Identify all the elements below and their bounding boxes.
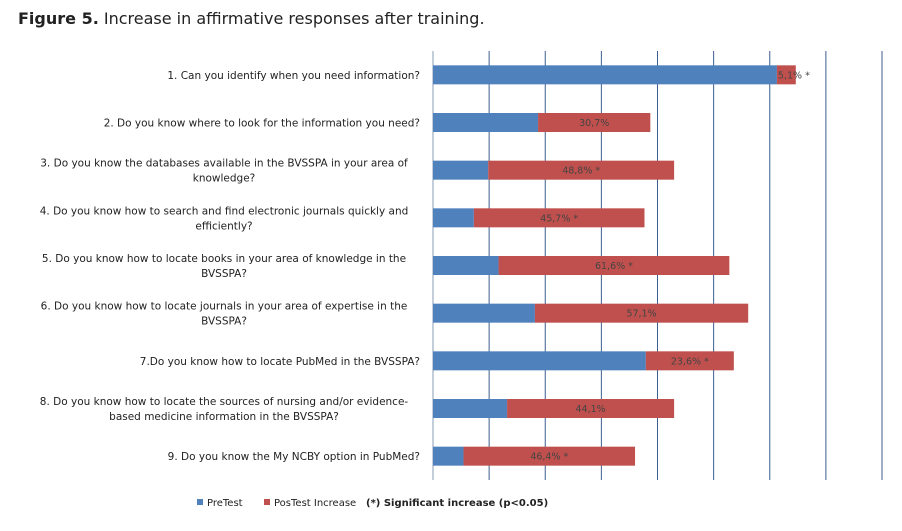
bar-postest-increase xyxy=(463,446,636,466)
bar-pretest xyxy=(433,160,489,180)
figure-caption: Increase in affirmative responses after … xyxy=(103,9,485,28)
category-label: 1. Can you identify when you need inform… xyxy=(167,70,420,82)
bar-pretest xyxy=(433,208,474,228)
category-labels: 1. Can you identify when you need inform… xyxy=(40,70,420,463)
data-label: 45,7% * xyxy=(540,213,578,224)
category-label: BVSSPA? xyxy=(201,316,247,328)
data-label: 46,4% * xyxy=(530,452,568,463)
data-label: 61,6% * xyxy=(595,261,633,272)
bar-postest-increase xyxy=(473,208,645,228)
chart-title: Figure 5. Increase in affirmative respon… xyxy=(18,9,485,28)
bar-postest-increase xyxy=(507,399,675,418)
bar-postest-increase xyxy=(534,303,749,323)
legend-label-postest: PosTest Increase xyxy=(274,498,356,509)
bar-pretest xyxy=(433,399,508,418)
bar-postest-increase xyxy=(645,351,734,371)
category-label: 2. Do you know where to look for the inf… xyxy=(104,118,420,130)
category-label: 5. Do you know how to locate books in yo… xyxy=(42,253,406,265)
bar-pretest xyxy=(433,351,646,371)
category-label: 3. Do you know the databases available i… xyxy=(40,158,408,170)
bar-postest-increase xyxy=(538,113,651,132)
category-label: BVSSPA? xyxy=(201,268,247,280)
category-label: 4. Do you know how to search and find el… xyxy=(40,205,409,217)
legend-swatch-pretest xyxy=(197,499,203,505)
category-label: efficiently? xyxy=(195,220,252,232)
category-label: 8. Do you know how to locate the sources… xyxy=(40,396,409,408)
bar-pretest xyxy=(433,113,539,132)
bar-postest-increase xyxy=(498,256,730,275)
data-label: 30,7% xyxy=(579,118,609,129)
category-label: 6. Do you know how to locate journals in… xyxy=(41,301,408,313)
bar-postest-increase xyxy=(776,65,796,85)
category-label: based medicine information in the BVSSPA… xyxy=(109,411,339,423)
figure-label: Figure 5. xyxy=(18,9,99,28)
category-label: 7.Do you know how to locate PubMed in th… xyxy=(140,356,420,368)
legend: PreTest PosTest Increase (*) Significant… xyxy=(197,498,548,509)
bar-pretest xyxy=(433,446,464,466)
bars: 5,1% * 30,7% 48,8% * 45,7% * 61,6% * 57,1% 23,… xyxy=(433,65,810,466)
data-label: 23,6% * xyxy=(671,356,709,367)
data-label: 48,8% * xyxy=(562,166,600,177)
category-label: knowledge? xyxy=(193,173,256,185)
bar-postest-increase xyxy=(488,160,675,180)
legend-swatch-postest xyxy=(264,499,270,505)
bar-pretest xyxy=(433,303,535,323)
data-label: 5,1% * xyxy=(778,70,810,81)
bar-pretest xyxy=(433,256,499,275)
category-label: 9. Do you know the My NCBY option in Pub… xyxy=(168,451,420,463)
legend-significance-note: (*) Significant increase (p<0.05) xyxy=(366,498,548,509)
data-label: 57,1% xyxy=(626,309,656,320)
legend-label-pretest: PreTest xyxy=(207,498,243,509)
bar-pretest xyxy=(433,65,777,85)
data-label: 44,1% xyxy=(576,404,606,415)
